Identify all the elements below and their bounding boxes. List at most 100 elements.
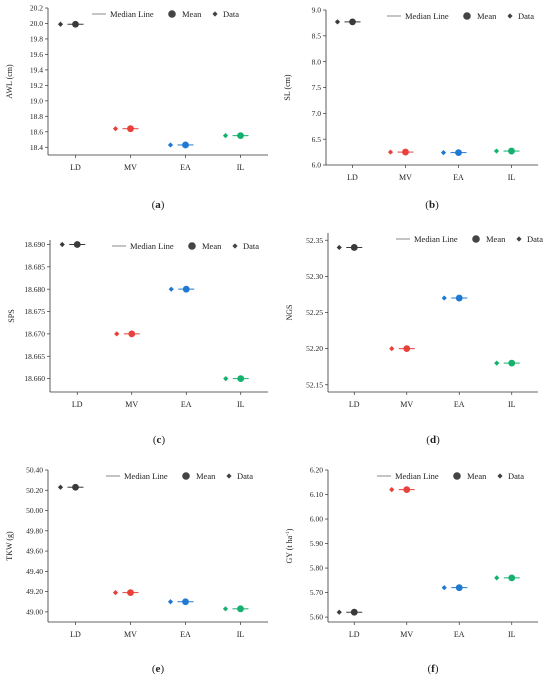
panel-label-part: ) — [435, 663, 439, 675]
legend-mean-swatch — [472, 235, 480, 243]
mean-marker-ld — [72, 483, 79, 491]
mean-marker-il — [508, 147, 515, 155]
y-axis-label: SPS — [7, 309, 16, 322]
legend: Median Line Mean Data — [92, 9, 239, 19]
legend-mean-swatch — [188, 242, 196, 250]
panel-label: (d) — [426, 434, 440, 446]
mean-marker-ld — [350, 244, 358, 251]
legend-data-swatch — [212, 11, 218, 17]
y-tick-label: 6.20 — [310, 466, 323, 475]
panel-label-part: d — [430, 434, 436, 446]
panel-label: (e) — [152, 663, 165, 675]
y-tick-label: 20.0 — [30, 19, 43, 28]
mean-marker-ea — [182, 285, 190, 293]
chart-panel-b: 6.0 6.5 7.0 7.5 8.0 8.5 9.0 SL (cm) LD MV EA IL Medi… — [283, 6, 538, 211]
y-tick-label: 18.670 — [24, 329, 45, 338]
legend: Median Line Mean Data — [387, 11, 534, 21]
legend-mean-swatch — [182, 472, 190, 480]
panel-label-part: ( — [425, 199, 429, 211]
y-tick-label: 7.0 — [312, 109, 322, 118]
x-tick-label-ea: EA — [180, 630, 191, 639]
legend-mean-swatch — [463, 12, 471, 20]
mean-marker-ld — [73, 241, 81, 248]
mean-marker-il — [508, 574, 516, 582]
chart-panel-e: 49.00 49.20 49.40 49.60 49.80 50.00 50.20 50.40… — [5, 466, 268, 675]
y-tick-label: 18.665 — [24, 352, 45, 361]
data-point-mv — [389, 487, 395, 493]
legend-mean-label: Mean — [196, 471, 216, 481]
legend-mean-swatch — [453, 472, 461, 480]
panel-label-part: ) — [161, 199, 165, 211]
x-tick-label-mv: MV — [124, 163, 137, 172]
legend-data-swatch — [516, 236, 522, 242]
y-tick-label: 18.6 — [30, 127, 43, 136]
y-tick-label: 49.40 — [26, 567, 43, 576]
mean-marker-ea — [455, 584, 463, 592]
panel-label-part: ( — [152, 663, 156, 675]
panel-label-part: ( — [153, 434, 157, 446]
legend-median-label: Median Line — [405, 11, 449, 21]
y-tick-label: 19.0 — [30, 96, 43, 105]
legend-data-label: Data — [527, 234, 543, 244]
mean-marker-mv — [402, 148, 409, 156]
data-point-ea — [167, 599, 174, 605]
x-tick-label-mv: MV — [400, 630, 413, 639]
y-tick-label: 49.20 — [26, 587, 43, 596]
legend-data-label: Data — [243, 241, 259, 251]
legend-median-label: Median Line — [124, 471, 168, 481]
data-point-ea — [441, 585, 447, 591]
data-point-il — [494, 360, 500, 366]
panel-label-part: c — [157, 434, 162, 446]
mean-marker-ld — [350, 608, 358, 616]
y-tick-label: 8.5 — [312, 31, 322, 40]
legend-mean-swatch — [168, 10, 176, 18]
y-tick-label: 5.80 — [310, 564, 323, 573]
legend-data-swatch — [226, 473, 232, 479]
y-tick-label: 18.4 — [30, 143, 43, 152]
y-tick-label: 18.8 — [30, 112, 43, 121]
x-tick-label-ea: EA — [454, 630, 465, 639]
x-tick-label-mv: MV — [125, 400, 138, 409]
panel-label: (a) — [152, 199, 165, 211]
y-tick-label: 5.70 — [310, 588, 323, 597]
y-tick-label: 8.0 — [312, 57, 322, 66]
legend-data-label: Data — [518, 11, 534, 21]
x-tick-label-ea: EA — [453, 173, 464, 182]
data-point-il — [223, 375, 229, 382]
y-tick-label: 50.20 — [26, 486, 43, 495]
data-point-ld — [334, 19, 341, 25]
legend-data-swatch — [507, 13, 513, 19]
x-tick-label-il: IL — [237, 630, 245, 639]
data-point-ld — [57, 21, 64, 27]
x-tick-label-il: IL — [237, 163, 245, 172]
y-axis-label: NGS — [285, 304, 294, 320]
data-point-il — [493, 148, 500, 154]
y-tick-label: 6.5 — [312, 135, 322, 144]
y-tick-label: 19.2 — [30, 81, 43, 90]
legend-mean-label: Mean — [477, 11, 497, 21]
y-axis-label: SL (cm) — [283, 74, 292, 100]
x-tick-label-ea: EA — [454, 400, 465, 409]
y-tick-label: 9.0 — [312, 6, 322, 15]
data-point-mv — [387, 149, 394, 155]
panel-label-part: ( — [427, 663, 431, 675]
panel-label-part: ) — [436, 434, 440, 446]
legend-mean-label: Mean — [202, 241, 222, 251]
y-tick-label: 18.685 — [24, 262, 45, 271]
y-tick-label: 18.680 — [24, 285, 45, 294]
y-tick-label: 49.80 — [26, 526, 43, 535]
mean-marker-ld — [349, 18, 356, 26]
panel-label: (b) — [425, 199, 439, 211]
legend-mean-label: Mean — [486, 234, 506, 244]
legend: Median Line Mean Data — [377, 471, 524, 481]
legend-mean-label: Mean — [182, 9, 202, 19]
data-point-ea — [167, 142, 174, 148]
legend-data-label: Data — [237, 471, 253, 481]
y-tick-label: 50.00 — [26, 506, 43, 515]
x-tick-label-ea: EA — [180, 163, 191, 172]
mean-marker-il — [237, 605, 244, 613]
y-tick-label: 52.20 — [306, 344, 323, 353]
panel-label: (c) — [153, 434, 166, 446]
data-point-il — [494, 575, 500, 581]
mean-marker-ea — [455, 149, 462, 157]
